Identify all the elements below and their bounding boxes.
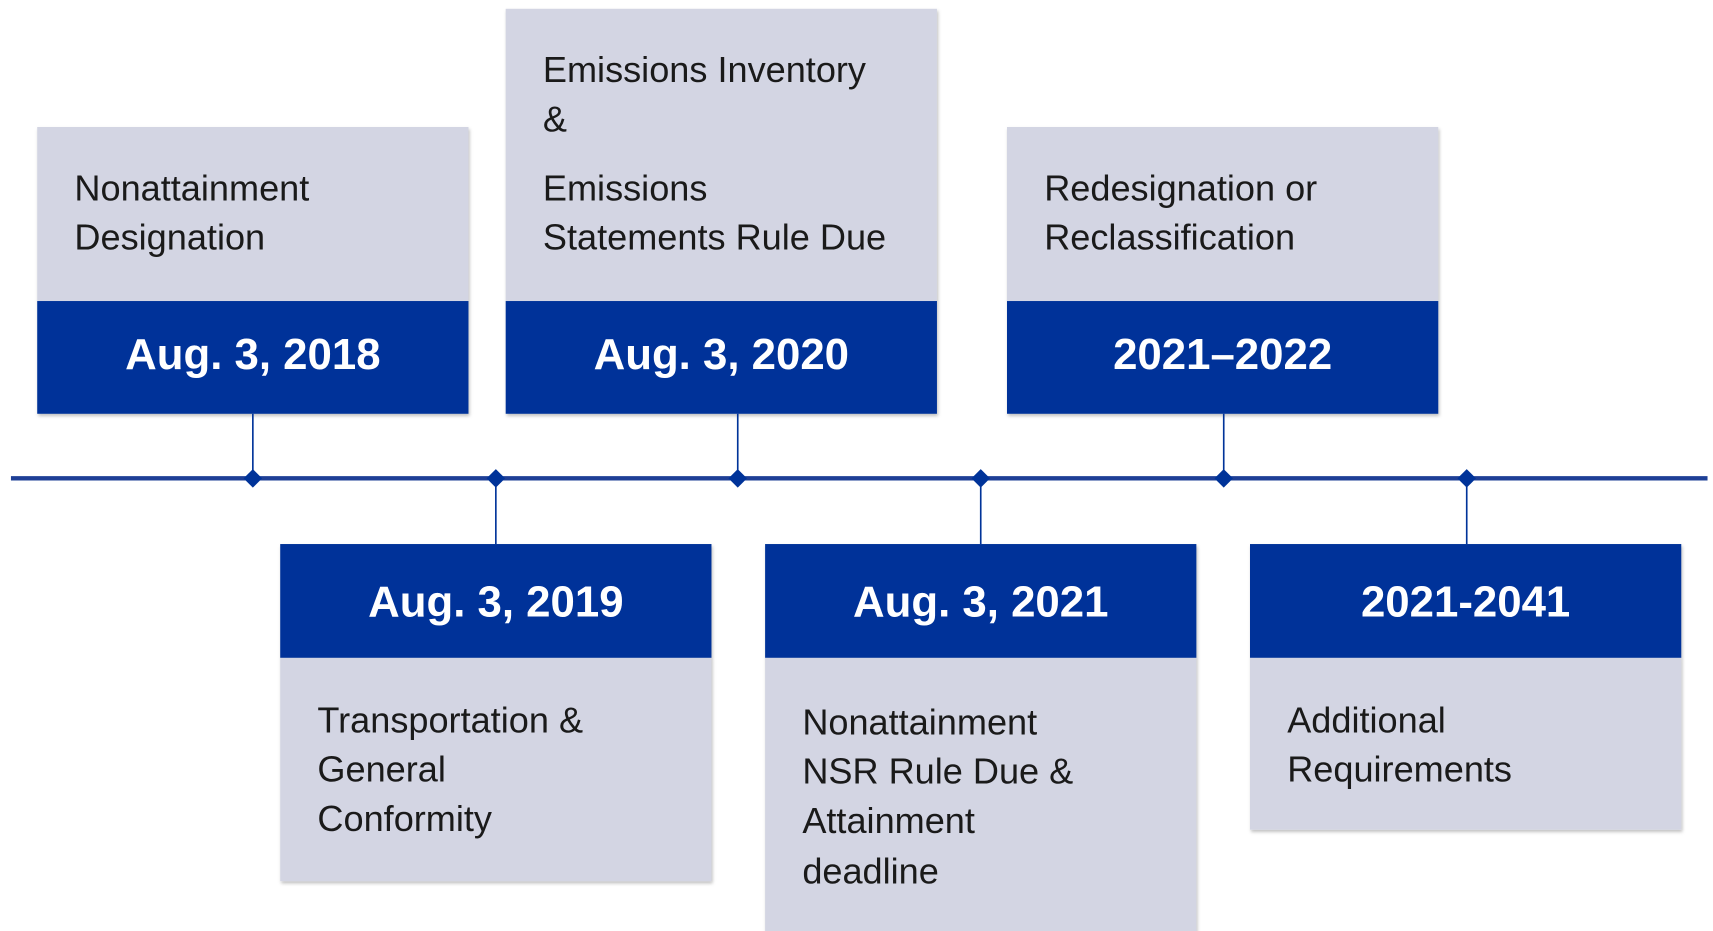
description-line: Additional (1287, 699, 1446, 740)
description-line: Nonattainment (74, 167, 309, 208)
description-box (1007, 127, 1439, 302)
description-line: Reclassification (1044, 217, 1295, 258)
milestone-marker (728, 469, 748, 488)
date-label: Aug. 3, 2019 (368, 577, 623, 626)
description-line: Conformity (317, 798, 492, 839)
date-box (37, 301, 469, 414)
event-card (280, 544, 712, 882)
milestone-marker (1457, 469, 1477, 488)
date-label: 2021-2041 (1361, 577, 1570, 626)
date-label: 2021–2022 (1113, 330, 1332, 379)
description-line: Attainment (802, 800, 975, 841)
event-card (765, 544, 1197, 931)
event-card (1249, 544, 1682, 830)
date-box (1007, 301, 1439, 414)
milestone-marker (243, 469, 263, 488)
description-line: Nonattainment (802, 701, 1037, 742)
description-line: Statements Rule Due (543, 217, 886, 258)
date-box (765, 544, 1197, 658)
date-box (1249, 544, 1682, 658)
date-box (505, 301, 937, 414)
description-box (765, 657, 1197, 931)
event-card (1007, 127, 1439, 414)
description-line: Requirements (1287, 749, 1512, 790)
description-line: & (543, 98, 567, 139)
date-label: Aug. 3, 2020 (594, 330, 849, 379)
event-card (505, 8, 937, 414)
description-box (37, 127, 469, 302)
date-label: Aug. 3, 2021 (853, 577, 1108, 626)
description-line: NSR Rule Due & (802, 751, 1073, 792)
milestone-marker (1214, 469, 1234, 488)
description-line: Transportation & (317, 699, 583, 740)
date-label: Aug. 3, 2018 (125, 330, 380, 379)
description-line: Emissions Inventory (543, 49, 866, 90)
description-line: Redesignation or (1044, 167, 1317, 208)
event-card (37, 127, 469, 414)
description-line: deadline (802, 850, 939, 891)
description-line: General (317, 749, 445, 790)
description-line: Designation (74, 217, 265, 258)
date-box (280, 544, 712, 658)
description-box (505, 8, 937, 302)
description-line: Emissions (543, 167, 708, 208)
description-box (1249, 657, 1682, 830)
milestone-marker (971, 469, 991, 488)
milestone-marker (486, 469, 506, 488)
description-box (280, 657, 712, 882)
